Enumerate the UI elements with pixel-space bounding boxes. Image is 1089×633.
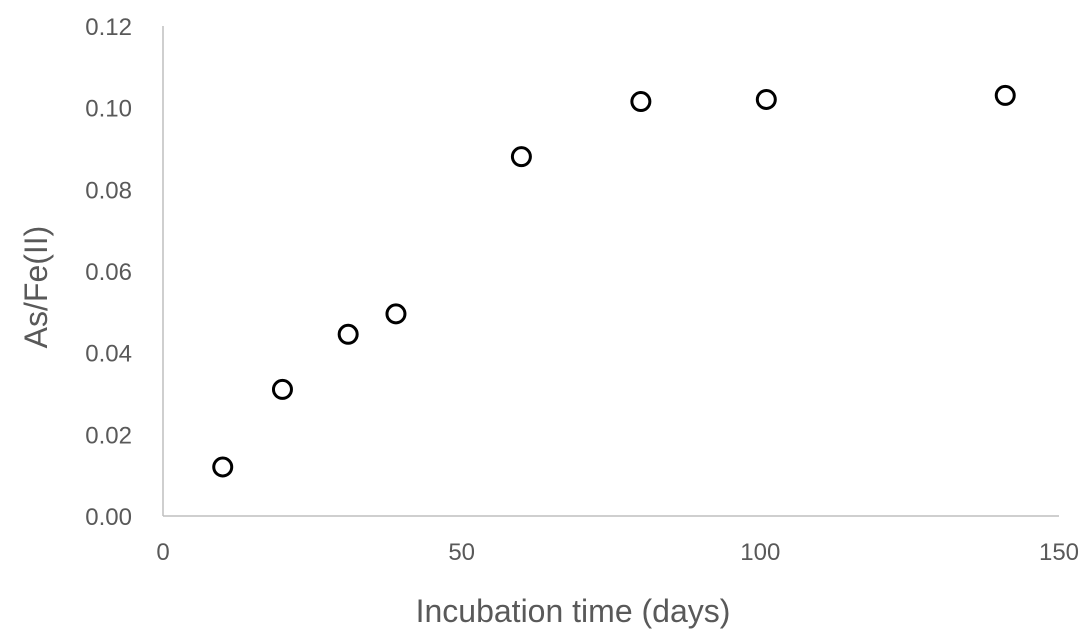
data-point — [996, 86, 1014, 104]
y-tick-label: 0.02 — [85, 422, 132, 449]
data-point — [387, 305, 405, 323]
data-point — [273, 380, 291, 398]
y-tick-label: 0.04 — [85, 341, 132, 368]
y-tick-label: 0.08 — [85, 177, 132, 204]
x-tick-label: 0 — [156, 539, 169, 566]
y-tick-label: 0.12 — [85, 14, 132, 41]
data-point — [214, 458, 232, 476]
data-point — [632, 93, 650, 111]
y-axis-title: As/Fe(II) — [18, 226, 54, 349]
y-tick-label: 0.00 — [85, 504, 132, 531]
axes — [163, 26, 1059, 516]
y-tick-label: 0.10 — [85, 96, 132, 123]
x-axis-title: Incubation time (days) — [416, 593, 731, 629]
data-point — [512, 148, 530, 166]
data-points — [214, 86, 1015, 476]
data-point — [339, 325, 357, 343]
x-tick-labels: 0 50 100 150 — [156, 539, 1079, 566]
x-tick-label: 50 — [448, 539, 475, 566]
x-tick-label: 150 — [1039, 539, 1079, 566]
x-tick-label: 100 — [740, 539, 780, 566]
y-tick-labels: 0.00 0.02 0.04 0.06 0.08 0.10 0.12 — [85, 14, 132, 531]
data-point — [757, 91, 775, 109]
y-tick-label: 0.06 — [85, 259, 132, 286]
